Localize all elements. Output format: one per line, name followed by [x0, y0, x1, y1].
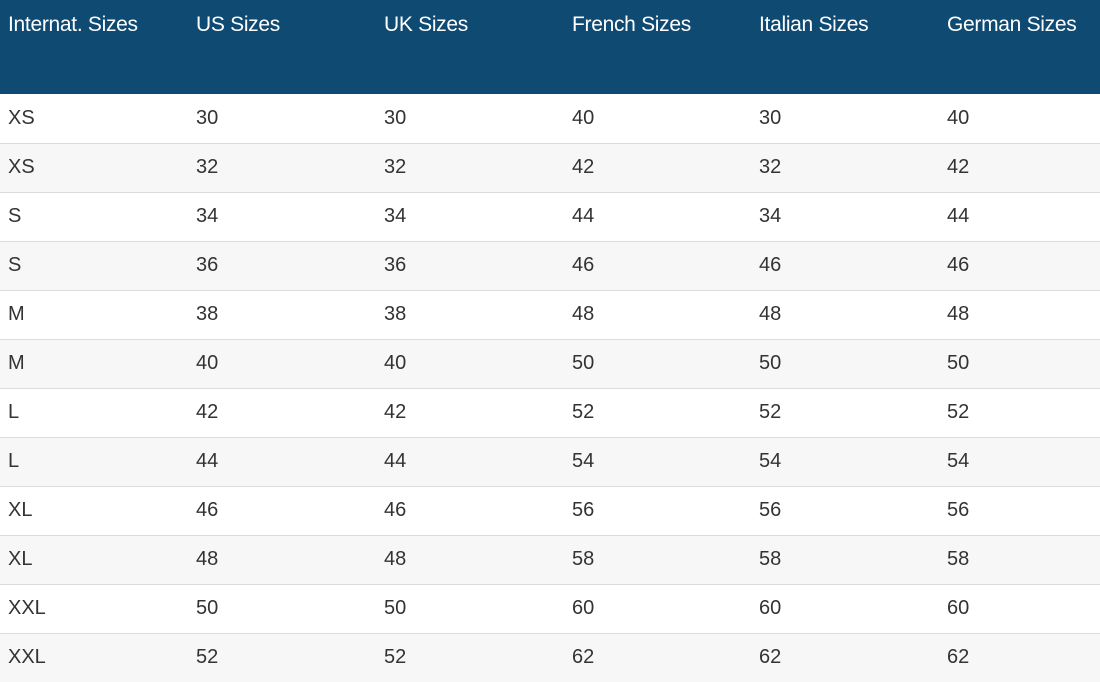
cell-international-size: XL	[0, 486, 188, 536]
cell-french-size: 48	[564, 290, 751, 340]
cell-german-size: 52	[939, 388, 1100, 438]
cell-italian-size: 46	[751, 241, 939, 291]
cell-us-size: 40	[188, 339, 376, 389]
cell-us-size: 48	[188, 535, 376, 585]
cell-international-size: XXL	[0, 584, 188, 634]
header-us-sizes: US Sizes	[196, 13, 280, 36]
cell-international-size: L	[0, 437, 188, 487]
cell-uk-size: 46	[376, 486, 564, 536]
table-row: XXL 50 50 60 60 60	[0, 584, 1100, 634]
cell-uk-size: 34	[376, 192, 564, 242]
table-row: XXL 52 52 62 62 62	[0, 633, 1100, 682]
cell-us-size: 36	[188, 241, 376, 291]
table-row: XS 30 30 40 30 40	[0, 94, 1100, 144]
table-row: XL 46 46 56 56 56	[0, 486, 1100, 536]
cell-us-size: 32	[188, 143, 376, 193]
cell-french-size: 44	[564, 192, 751, 242]
cell-us-size: 50	[188, 584, 376, 634]
cell-german-size: 56	[939, 486, 1100, 536]
cell-international-size: XS	[0, 143, 188, 193]
table-row: M 40 40 50 50 50	[0, 339, 1100, 389]
cell-italian-size: 52	[751, 388, 939, 438]
cell-german-size: 42	[939, 143, 1100, 193]
cell-international-size: M	[0, 339, 188, 389]
cell-french-size: 56	[564, 486, 751, 536]
cell-international-size: S	[0, 241, 188, 291]
cell-italian-size: 54	[751, 437, 939, 487]
cell-us-size: 34	[188, 192, 376, 242]
table-row: XL 48 48 58 58 58	[0, 535, 1100, 585]
cell-french-size: 50	[564, 339, 751, 389]
cell-us-size: 38	[188, 290, 376, 340]
cell-german-size: 40	[939, 94, 1100, 144]
cell-uk-size: 44	[376, 437, 564, 487]
cell-italian-size: 50	[751, 339, 939, 389]
cell-uk-size: 50	[376, 584, 564, 634]
header-french-sizes: French Sizes	[572, 13, 691, 36]
table-row: S 36 36 46 46 46	[0, 241, 1100, 291]
header-uk-sizes: UK Sizes	[384, 13, 468, 36]
cell-italian-size: 30	[751, 94, 939, 144]
cell-uk-size: 32	[376, 143, 564, 193]
cell-uk-size: 52	[384, 646, 407, 669]
cell-italian-size: 62	[759, 646, 782, 669]
cell-german-size: 44	[939, 192, 1100, 242]
header-italian-sizes: Italian Sizes	[759, 13, 869, 36]
cell-international-size: XXL	[8, 646, 46, 669]
cell-italian-size: 32	[751, 143, 939, 193]
cell-italian-size: 34	[751, 192, 939, 242]
cell-italian-size: 56	[751, 486, 939, 536]
cell-us-size: 52	[196, 646, 219, 669]
cell-french-size: 52	[564, 388, 751, 438]
cell-international-size: XS	[0, 94, 188, 144]
cell-uk-size: 42	[376, 388, 564, 438]
cell-french-size: 46	[564, 241, 751, 291]
cell-french-size: 60	[564, 584, 751, 634]
cell-german-size: 46	[939, 241, 1100, 291]
cell-international-size: M	[0, 290, 188, 340]
cell-french-size: 62	[572, 646, 595, 669]
table-row: M 38 38 48 48 48	[0, 290, 1100, 340]
cell-german-size: 60	[939, 584, 1100, 634]
cell-french-size: 40	[564, 94, 751, 144]
cell-french-size: 54	[564, 437, 751, 487]
table-body: XS 30 30 40 30 40 XS 32 32 42 32 42 S 34 34 44 34 44 S 36 36…	[0, 94, 1100, 682]
cell-italian-size: 48	[751, 290, 939, 340]
table-row: XS 32 32 42 32 42	[0, 143, 1100, 193]
cell-international-size: L	[0, 388, 188, 438]
cell-italian-size: 60	[751, 584, 939, 634]
header-german-sizes: German Sizes	[947, 13, 1077, 36]
cell-us-size: 30	[188, 94, 376, 144]
cell-international-size: S	[0, 192, 188, 242]
cell-german-size: 58	[939, 535, 1100, 585]
cell-us-size: 44	[188, 437, 376, 487]
cell-uk-size: 36	[376, 241, 564, 291]
table-row: S 34 34 44 34 44	[0, 192, 1100, 242]
cell-italian-size: 58	[751, 535, 939, 585]
table-row: L 42 42 52 52 52	[0, 388, 1100, 438]
cell-german-size: 48	[939, 290, 1100, 340]
header-row: Internat. Sizes US Sizes UK Sizes French…	[0, 0, 1100, 94]
cell-german-size: 50	[939, 339, 1100, 389]
cell-german-size: 62	[947, 646, 970, 669]
cell-french-size: 58	[564, 535, 751, 585]
cell-uk-size: 40	[376, 339, 564, 389]
cell-international-size: XL	[0, 535, 188, 585]
cell-us-size: 46	[188, 486, 376, 536]
table-header: Internat. Sizes US Sizes UK Sizes French…	[0, 0, 1100, 94]
cell-german-size: 54	[939, 437, 1100, 487]
cell-french-size: 42	[564, 143, 751, 193]
cell-uk-size: 30	[376, 94, 564, 144]
header-international-sizes: Internat. Sizes	[8, 13, 138, 36]
table-row: L 44 44 54 54 54	[0, 437, 1100, 487]
cell-uk-size: 38	[376, 290, 564, 340]
cell-uk-size: 48	[376, 535, 564, 585]
cell-us-size: 42	[188, 388, 376, 438]
